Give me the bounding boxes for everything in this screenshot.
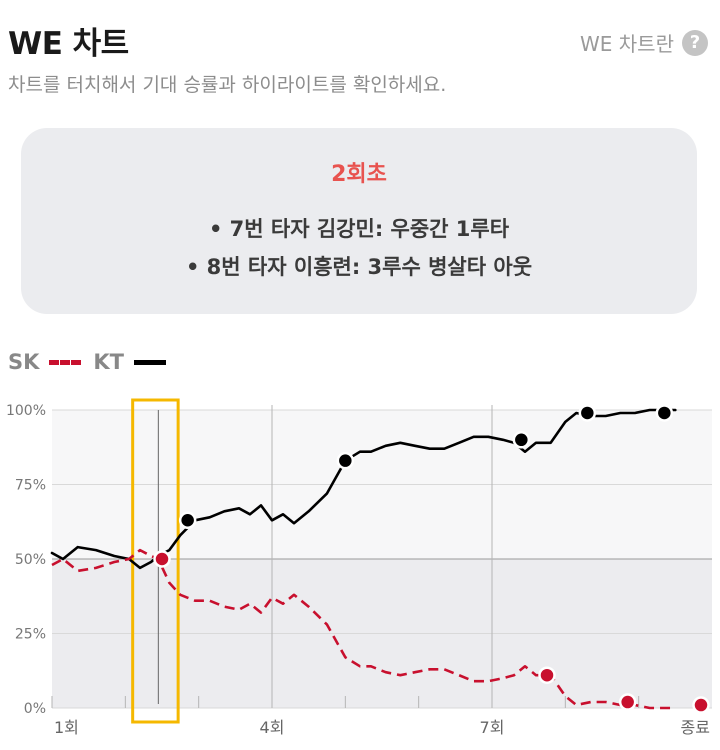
x-tick-label: 1회 bbox=[54, 718, 79, 737]
highlight-point-kt[interactable] bbox=[336, 451, 355, 470]
highlight-point-sk[interactable] bbox=[692, 696, 710, 714]
chart-legend: SK KT bbox=[8, 350, 167, 374]
y-tick-label: 50% bbox=[15, 552, 46, 568]
legend-label-sk: SK bbox=[8, 350, 40, 374]
we-chart[interactable]: 0% 25% 50% 75% 100% 1회 4회 7회 종료 bbox=[0, 390, 720, 750]
inning-label: 2회초 bbox=[331, 162, 387, 187]
legend-swatch-sk bbox=[49, 359, 82, 365]
event-list: • 7번 타자 김강민: 우중간 1루타 • 8번 타자 이흥련: 3루수 병살… bbox=[21, 210, 697, 286]
page-subtitle: 차트를 터치해서 기대 승률과 하이라이트를 확인하세요. bbox=[8, 74, 447, 96]
highlight-point-sk[interactable] bbox=[153, 550, 171, 568]
legend-label-kt: KT bbox=[93, 350, 125, 374]
help-label: WE 차트란 bbox=[580, 32, 674, 56]
highlight-point-sk[interactable] bbox=[538, 666, 556, 684]
x-tick-label: 4회 bbox=[260, 718, 285, 737]
highlight-point-kt[interactable] bbox=[655, 404, 674, 422]
y-tick-label: 25% bbox=[15, 627, 46, 643]
x-tick-label: 7회 bbox=[480, 718, 505, 737]
legend-swatch-kt bbox=[134, 359, 167, 365]
highlight-point-kt[interactable] bbox=[512, 431, 531, 449]
highlight-card: 2회초 • 7번 타자 김강민: 우중간 1루타 • 8번 타자 이흥련: 3루… bbox=[21, 128, 697, 314]
highlight-point-kt[interactable] bbox=[178, 511, 197, 530]
page-title: WE 차트 bbox=[8, 26, 129, 62]
event-item: • 8번 타자 이흥련: 3루수 병살타 아웃 bbox=[185, 255, 533, 279]
y-tick-label: 75% bbox=[15, 478, 46, 494]
highlight-point-kt[interactable] bbox=[578, 404, 597, 422]
highlight-point-sk[interactable] bbox=[618, 693, 637, 711]
event-item: • 7번 타자 김강민: 우중간 1루타 bbox=[208, 217, 510, 241]
question-circle-icon: ? bbox=[682, 29, 708, 56]
legend-item-kt: KT bbox=[93, 350, 167, 374]
x-tick-label: 종료 bbox=[681, 718, 710, 737]
header: WE 차트 WE 차트란 ? bbox=[8, 14, 708, 64]
legend-item-sk: SK bbox=[8, 350, 82, 374]
help-button[interactable]: WE 차트란 ? bbox=[580, 28, 708, 57]
y-tick-label: 100% bbox=[6, 403, 46, 419]
y-tick-label: 0% bbox=[24, 701, 46, 717]
